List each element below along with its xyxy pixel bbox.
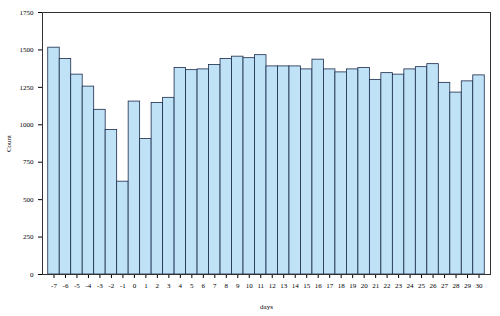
svg-text:15: 15 bbox=[303, 282, 311, 290]
svg-text:9: 9 bbox=[236, 282, 240, 290]
svg-text:500: 500 bbox=[23, 196, 34, 204]
svg-text:1: 1 bbox=[144, 282, 148, 290]
svg-text:16: 16 bbox=[315, 282, 323, 290]
svg-text:23: 23 bbox=[395, 282, 403, 290]
svg-text:20: 20 bbox=[361, 282, 369, 290]
svg-text:25: 25 bbox=[418, 282, 426, 290]
svg-text:750: 750 bbox=[23, 158, 34, 166]
svg-text:5: 5 bbox=[190, 282, 194, 290]
svg-text:-1: -1 bbox=[120, 282, 126, 290]
svg-text:250: 250 bbox=[23, 233, 34, 241]
svg-text:-6: -6 bbox=[63, 282, 69, 290]
svg-text:10: 10 bbox=[246, 282, 254, 290]
svg-text:11: 11 bbox=[257, 282, 264, 290]
svg-text:3: 3 bbox=[167, 282, 171, 290]
svg-text:2: 2 bbox=[156, 282, 160, 290]
svg-text:18: 18 bbox=[338, 282, 346, 290]
svg-text:30: 30 bbox=[476, 282, 484, 290]
svg-text:1750: 1750 bbox=[20, 9, 35, 17]
svg-text:0: 0 bbox=[133, 282, 137, 290]
svg-text:28: 28 bbox=[453, 282, 461, 290]
svg-text:1000: 1000 bbox=[20, 121, 35, 129]
svg-text:19: 19 bbox=[349, 282, 357, 290]
svg-text:12: 12 bbox=[269, 282, 277, 290]
svg-text:0: 0 bbox=[30, 271, 34, 279]
svg-text:29: 29 bbox=[464, 282, 472, 290]
svg-text:7: 7 bbox=[213, 282, 217, 290]
svg-text:17: 17 bbox=[326, 282, 334, 290]
svg-text:14: 14 bbox=[292, 282, 300, 290]
svg-text:4: 4 bbox=[179, 282, 183, 290]
svg-text:22: 22 bbox=[384, 282, 392, 290]
svg-text:-7: -7 bbox=[51, 282, 57, 290]
svg-text:-4: -4 bbox=[86, 282, 92, 290]
svg-text:27: 27 bbox=[441, 282, 449, 290]
svg-text:1250: 1250 bbox=[20, 84, 35, 92]
svg-text:-2: -2 bbox=[109, 282, 115, 290]
svg-text:8: 8 bbox=[225, 282, 229, 290]
svg-text:Count: Count bbox=[5, 135, 13, 152]
svg-text:26: 26 bbox=[430, 282, 438, 290]
svg-text:24: 24 bbox=[407, 282, 415, 290]
svg-text:1500: 1500 bbox=[20, 46, 35, 54]
svg-text:6: 6 bbox=[202, 282, 206, 290]
svg-text:-3: -3 bbox=[97, 282, 103, 290]
svg-text:13: 13 bbox=[280, 282, 288, 290]
svg-text:21: 21 bbox=[372, 282, 380, 290]
svg-text:-5: -5 bbox=[74, 282, 80, 290]
svg-text:days: days bbox=[260, 303, 273, 311]
